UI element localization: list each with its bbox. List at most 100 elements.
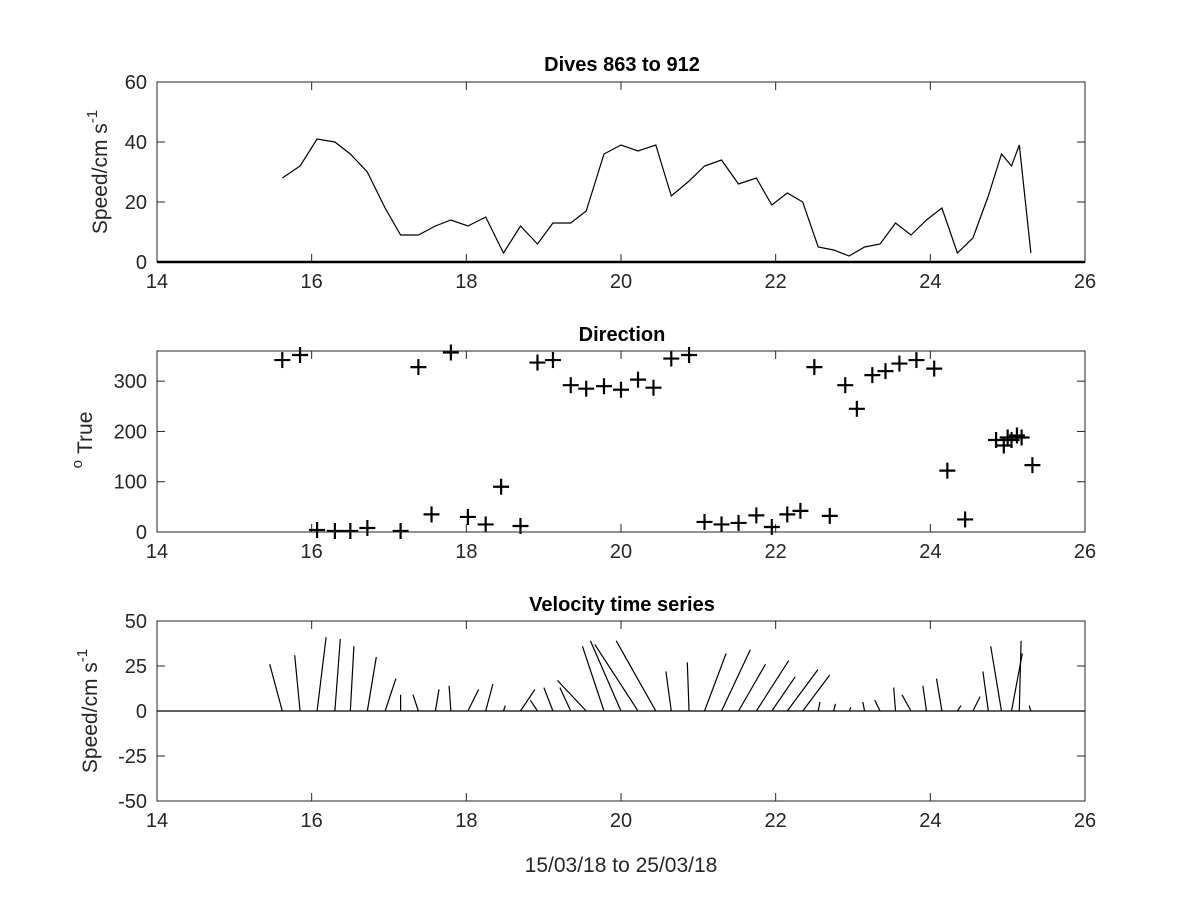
direction-point <box>1013 429 1030 446</box>
direction-point <box>926 360 943 377</box>
direction-point <box>957 511 974 528</box>
velocity-stick <box>502 705 506 712</box>
x-tick-label: 26 <box>1074 271 1096 293</box>
velocity-stick <box>384 678 397 712</box>
direction-point <box>696 513 713 530</box>
x-tick-label: 20 <box>610 810 632 832</box>
y-tick-label: 50 <box>125 611 147 633</box>
direction-point <box>595 378 612 395</box>
velocity-stick <box>519 689 536 712</box>
direction-point <box>848 400 865 417</box>
speed-panel-title: Dives 863 to 912 <box>544 54 700 76</box>
direction-panel-ylabel: o True <box>69 412 97 469</box>
velocity-stick <box>893 687 897 712</box>
direction-point <box>359 519 376 536</box>
direction-point <box>342 522 359 539</box>
y-tick-label: 25 <box>125 656 147 678</box>
velocity-stick <box>833 703 837 712</box>
velocity-stick <box>556 679 587 712</box>
velocity-stick <box>589 640 622 712</box>
y-tick-label: 300 <box>114 371 147 393</box>
direction-point <box>864 367 881 384</box>
x-tick-label: 26 <box>1074 810 1096 832</box>
y-tick-label: 20 <box>125 192 147 214</box>
direction-point <box>459 508 476 525</box>
direction-point <box>908 352 925 369</box>
velocity-stick <box>269 664 283 712</box>
speed-panel-ylabel: Speed/cm s-1 <box>84 110 112 234</box>
velocity-stick <box>448 685 452 712</box>
velocity-stick <box>922 685 928 712</box>
velocity-stick <box>874 699 881 712</box>
direction-point <box>663 350 680 367</box>
x-tick-label: 20 <box>610 271 632 293</box>
direction-panel-ylabel-main: True <box>74 412 97 454</box>
x-tick-label: 14 <box>146 271 168 293</box>
direction-point <box>792 502 809 519</box>
y-tick-label: 60 <box>125 72 147 94</box>
velocity-stick <box>349 646 355 712</box>
velocity-stick <box>935 678 943 712</box>
velocity-stick <box>316 637 327 712</box>
velocity-stick <box>720 649 751 712</box>
velocity-stick <box>901 694 912 712</box>
direction-point <box>713 516 730 533</box>
direction-point <box>748 507 765 524</box>
x-tick-label: 24 <box>919 810 941 832</box>
velocity-panel-title: Velocity time series <box>529 594 715 616</box>
y-tick-label: -25 <box>118 746 147 768</box>
direction-point <box>779 506 796 523</box>
direction-point <box>939 462 956 479</box>
direction-point <box>821 507 838 524</box>
velocity-panel-xlabel: 15/03/18 to 25/03/18 <box>525 854 718 877</box>
direction-point <box>562 377 579 394</box>
velocity-stick <box>543 687 554 712</box>
direction-point <box>493 478 510 495</box>
velocity-panel-ylabel-main: Speed/cm s <box>79 662 102 773</box>
velocity-stick <box>990 646 1003 712</box>
speed-series-line <box>281 138 1032 257</box>
velocity-stick <box>485 683 494 712</box>
direction-point <box>529 354 546 371</box>
speed-panel-ylabel-main: Speed/cm s <box>89 123 112 234</box>
direction-series-points <box>274 344 1041 539</box>
direction-point <box>837 377 854 394</box>
y-tick-label: 40 <box>125 132 147 154</box>
direction-point <box>442 344 459 361</box>
velocity-panel-axes-box <box>156 620 1086 802</box>
x-tick-label: 24 <box>919 541 941 563</box>
direction-panel-ylabel-prefix: o <box>69 460 86 468</box>
velocity-stick <box>862 701 866 712</box>
x-tick-label: 18 <box>455 810 477 832</box>
speed-panel-ylabel-superscript: -1 <box>84 110 101 123</box>
x-tick-label: 14 <box>146 541 168 563</box>
velocity-stick <box>738 663 767 712</box>
direction-point <box>392 522 409 539</box>
direction-point <box>806 359 823 376</box>
velocity-panel-ylabel: Speed/cm s-1 <box>74 649 102 773</box>
direction-point <box>544 352 561 369</box>
direction-point <box>512 517 529 534</box>
velocity-stick <box>982 671 989 712</box>
velocity-stick <box>686 662 690 712</box>
y-tick-label: 200 <box>114 421 147 443</box>
velocity-stick <box>771 676 796 712</box>
direction-point <box>578 380 595 397</box>
velocity-stick <box>529 699 538 712</box>
velocity-stick <box>786 669 819 712</box>
direction-point <box>613 381 629 398</box>
direction-point <box>423 506 440 523</box>
velocity-stick <box>703 653 727 712</box>
y-tick-label: 0 <box>136 522 147 544</box>
x-tick-label: 14 <box>146 810 168 832</box>
velocity-stick <box>334 638 341 712</box>
direction-point <box>999 429 1016 446</box>
x-tick-label: 16 <box>301 541 323 563</box>
direction-panel-axes-box <box>156 350 1086 533</box>
velocity-stick <box>1018 640 1022 712</box>
velocity-stick <box>802 674 831 712</box>
x-tick-label: 24 <box>919 271 941 293</box>
direction-point <box>410 359 427 376</box>
